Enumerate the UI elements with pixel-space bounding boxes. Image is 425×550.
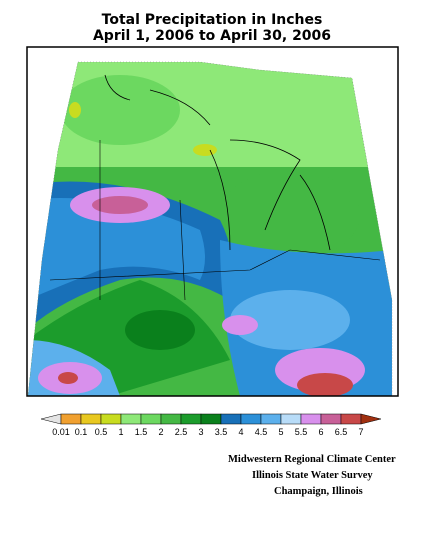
legend-label: 0.01 <box>52 427 70 437</box>
legend-label: 2.5 <box>175 427 188 437</box>
legend-swatch <box>100 413 122 425</box>
legend-swatch <box>200 413 222 425</box>
legend-swatch <box>340 413 362 425</box>
legend-swatch <box>220 413 242 425</box>
legend-swatch <box>180 413 202 425</box>
legend-arrow <box>360 413 382 425</box>
legend-swatch <box>280 413 302 425</box>
legend-label: 1 <box>118 427 123 437</box>
legend-swatch <box>80 413 102 425</box>
legend-swatch <box>160 413 182 425</box>
credit-line: Champaign, Illinois <box>274 486 363 497</box>
legend-label: 3.5 <box>215 427 228 437</box>
legend-label: 5.5 <box>295 427 308 437</box>
legend-label: 0.1 <box>75 427 88 437</box>
legend-label: 2 <box>158 427 163 437</box>
credit-line: Midwestern Regional Climate Center <box>228 454 396 465</box>
title-line: April 1, 2006 to April 30, 2006 <box>93 28 331 44</box>
legend-label: 3 <box>198 427 203 437</box>
legend-label: 7 <box>358 427 363 437</box>
legend-swatch <box>60 413 82 425</box>
legend-arrow <box>40 413 62 425</box>
legend-label: 6.5 <box>335 427 348 437</box>
credit-line: Illinois State Water Survey <box>252 470 373 481</box>
legend-swatch <box>320 413 342 425</box>
legend-swatch <box>240 413 262 425</box>
legend-swatch <box>260 413 282 425</box>
legend-swatch <box>300 413 322 425</box>
legend-swatch <box>120 413 142 425</box>
legend-label: 5 <box>278 427 283 437</box>
legend-swatch <box>140 413 162 425</box>
legend: 0.01 0.1 0.5 1 1.5 2 2.5 3 3.5 4 4.5 5 5.5 6 6.5 7 <box>40 413 382 437</box>
legend-label: 1.5 <box>135 427 148 437</box>
legend-label: 4.5 <box>255 427 268 437</box>
precip-field <box>28 62 392 396</box>
map-frame <box>26 46 399 397</box>
legend-label: 4 <box>238 427 243 437</box>
legend-label: 0.5 <box>95 427 108 437</box>
legend-label: 6 <box>318 427 323 437</box>
title-line: Total Precipitation in Inches <box>102 12 323 28</box>
